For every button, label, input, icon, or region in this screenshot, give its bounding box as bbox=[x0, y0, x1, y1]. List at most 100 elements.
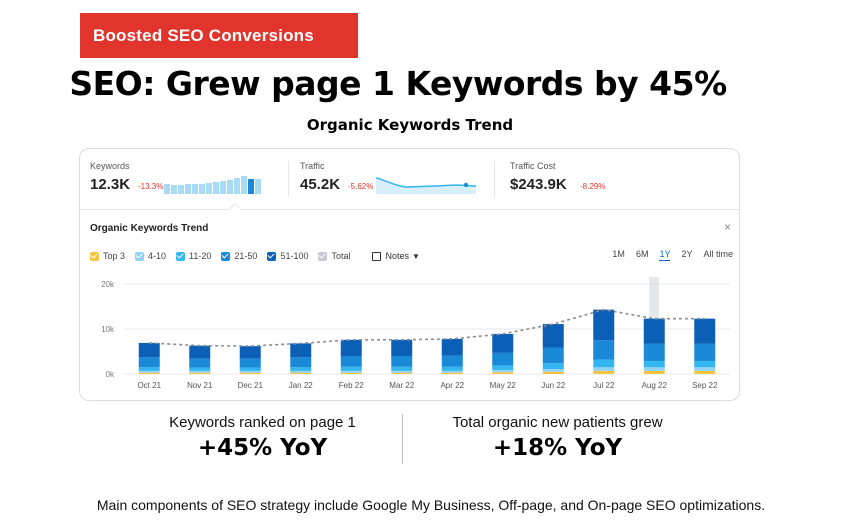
bar-segment bbox=[391, 370, 413, 373]
bar-segment bbox=[441, 366, 463, 371]
bar-segment bbox=[593, 367, 615, 371]
total-line bbox=[149, 308, 705, 347]
legend-label: Top 3 bbox=[103, 251, 126, 261]
x-tick-label: Dec 21 bbox=[238, 381, 264, 390]
metric-value: 12.3K bbox=[90, 176, 131, 193]
x-tick-label: Aug 22 bbox=[642, 381, 668, 390]
metric-label: Keywords bbox=[90, 161, 130, 171]
checkbox-icon bbox=[176, 251, 186, 261]
bar-segment bbox=[643, 370, 665, 374]
x-tick-label: Oct 21 bbox=[137, 381, 161, 390]
stat-label: Total organic new patients grew bbox=[452, 414, 663, 431]
bar-segment bbox=[694, 370, 716, 374]
keywords-trend-chart: 0k 10k 20k Oct 21 Nov 21 Dec 21 Jan 22 Feb 22 Ma… bbox=[101, 277, 730, 390]
stat-new-patients: Total organic new patients grew +18% YoY bbox=[415, 414, 700, 461]
bar-segment bbox=[492, 369, 514, 373]
x-tick-label: Apr 22 bbox=[440, 381, 464, 390]
notes-dropdown[interactable]: Notes ▼ bbox=[372, 251, 420, 261]
bar-segment bbox=[239, 367, 261, 371]
stat-value: +18% YoY bbox=[492, 435, 623, 461]
legend-item-4-10[interactable]: 4-10 bbox=[135, 251, 166, 261]
metric-divider bbox=[288, 161, 289, 197]
bar-segment bbox=[189, 372, 211, 374]
legend-label: 4-10 bbox=[148, 251, 167, 261]
panel-title: Organic Keywords Trend bbox=[90, 223, 209, 234]
bar-segment bbox=[441, 370, 463, 373]
bar-segment bbox=[290, 370, 312, 373]
metric-traffic-cost[interactable]: Traffic Cost $243.9K -8.29% bbox=[500, 149, 730, 210]
legend-item-top3[interactable]: Top 3 bbox=[90, 251, 125, 261]
bar-segment bbox=[542, 369, 564, 372]
legend-item-total[interactable]: Total bbox=[318, 251, 350, 261]
bar-segment bbox=[340, 370, 362, 373]
bar-segment bbox=[391, 356, 413, 367]
bar-segment bbox=[239, 358, 261, 368]
bar-segment bbox=[138, 372, 160, 374]
bar-segment bbox=[492, 365, 514, 370]
x-tick-label: Jan 22 bbox=[289, 381, 314, 390]
y-tick-label: 10k bbox=[101, 325, 115, 334]
bar-segment bbox=[542, 324, 564, 348]
bar-segment bbox=[492, 372, 514, 374]
range-all-time[interactable]: All time bbox=[703, 249, 733, 259]
x-tick-label: Sep 22 bbox=[692, 381, 718, 390]
bar-segment bbox=[138, 367, 160, 371]
bar-segment bbox=[239, 372, 261, 374]
x-tick-label: Mar 22 bbox=[389, 381, 414, 390]
bar-segment bbox=[391, 372, 413, 374]
x-tick-label: May 22 bbox=[490, 381, 517, 390]
bar-segment bbox=[340, 339, 362, 356]
legend-label: 11-20 bbox=[189, 251, 212, 261]
bar-segment bbox=[138, 370, 160, 373]
metric-divider bbox=[494, 161, 495, 197]
checkbox-icon bbox=[318, 251, 328, 261]
range-1y[interactable]: 1Y bbox=[659, 249, 671, 261]
bar-segment bbox=[542, 347, 564, 364]
range-2y[interactable]: 2Y bbox=[681, 249, 693, 259]
bar-segment bbox=[593, 359, 615, 368]
bar-segment bbox=[290, 343, 312, 358]
seo-dashboard-card: Keywords 12.3K -13.3% Traff bbox=[79, 148, 740, 401]
metric-value: $243.9K bbox=[510, 176, 567, 193]
legend-label: Total bbox=[331, 251, 351, 261]
x-tick-label: Feb 22 bbox=[339, 381, 364, 390]
bar-segment bbox=[643, 343, 665, 361]
bar-segment bbox=[340, 366, 362, 371]
stats-divider bbox=[402, 414, 403, 464]
bar-segment bbox=[138, 342, 160, 358]
bar-segment bbox=[239, 346, 261, 359]
legend-item-11-20[interactable]: 11-20 bbox=[176, 251, 211, 261]
y-tick-label: 20k bbox=[101, 280, 115, 289]
close-icon[interactable]: × bbox=[723, 220, 731, 234]
bar-segment bbox=[542, 363, 564, 370]
metric-keywords[interactable]: Keywords 12.3K -13.3% bbox=[80, 149, 280, 210]
range-6m[interactable]: 6M bbox=[635, 249, 649, 259]
bar-segment bbox=[593, 340, 615, 360]
checkbox-icon bbox=[221, 251, 231, 261]
bar-segment bbox=[694, 343, 716, 361]
bar-segment bbox=[290, 372, 312, 374]
x-tick-label: Jun 22 bbox=[541, 381, 566, 390]
legend-item-21-50[interactable]: 21-50 bbox=[221, 251, 257, 261]
bar-segment bbox=[340, 372, 362, 374]
x-tick-label: Jul 22 bbox=[593, 381, 615, 390]
traffic-sparkline bbox=[376, 177, 477, 194]
checkbox-icon bbox=[135, 251, 145, 261]
bar-segment bbox=[593, 309, 615, 341]
checkbox-icon bbox=[267, 251, 277, 261]
bar-segment bbox=[290, 367, 312, 371]
trend-panel: Organic Keywords Trend × Top 3 4-10 11-2… bbox=[80, 211, 739, 400]
notes-label: Notes bbox=[385, 251, 409, 261]
range-selector: 1M 6M 1Y 2Y All time bbox=[601, 249, 733, 261]
bar-segment bbox=[391, 366, 413, 371]
subheadline: Organic Keywords Trend bbox=[306, 116, 514, 134]
bar-segment bbox=[694, 367, 716, 371]
metric-label: Traffic bbox=[300, 161, 325, 171]
metric-traffic[interactable]: Traffic 45.2K -5.62% bbox=[290, 149, 490, 210]
range-1m[interactable]: 1M bbox=[612, 249, 625, 259]
bar-segment bbox=[340, 356, 362, 367]
legend-item-51-100[interactable]: 51-100 bbox=[267, 251, 308, 261]
bar-segment bbox=[441, 338, 463, 356]
badge-boosted-seo: Boosted SEO Conversions bbox=[80, 13, 358, 58]
stat-keywords-page1: Keywords ranked on page 1 +45% YoY bbox=[140, 414, 385, 461]
